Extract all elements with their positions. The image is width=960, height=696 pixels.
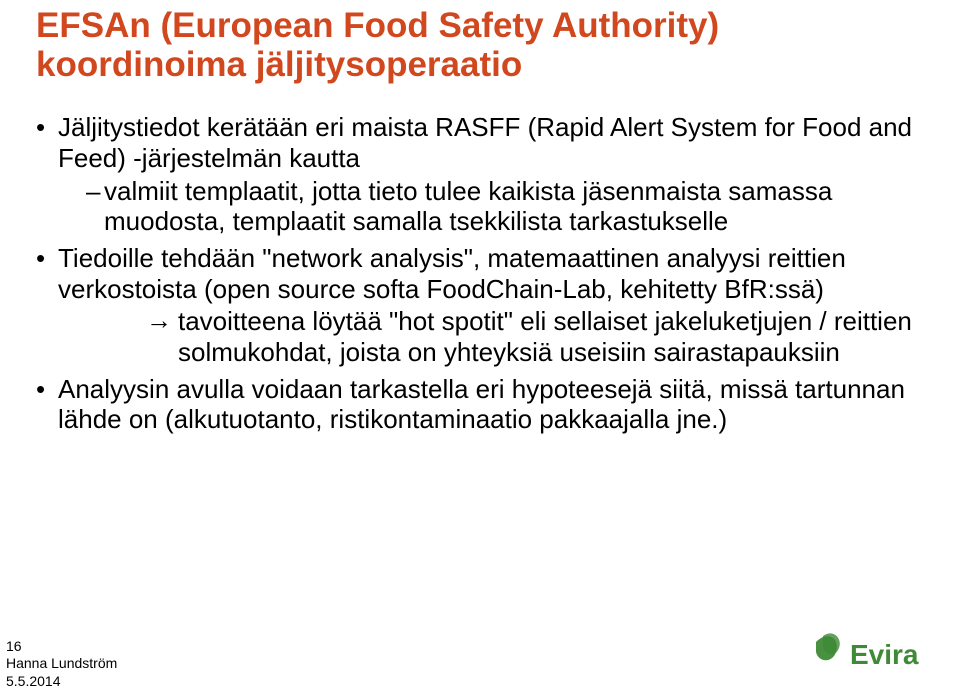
bullet-1-sublist: valmiit templaatit, jotta tieto tulee ka…	[58, 176, 924, 237]
bullet-1-text: Jäljitystiedot kerätään eri maista RASFF…	[58, 112, 912, 173]
page-number: 16	[6, 638, 22, 654]
title-line-1: EFSAn (European Food Safety Authority)	[36, 6, 719, 45]
logo-text: Evira	[850, 639, 919, 670]
footer-date: 5.5.2014	[6, 673, 117, 691]
bullet-2-arrow-block: → tavoitteena löytää "hot spotit" eli se…	[58, 306, 924, 367]
bullet-2-text: Tiedoille tehdään "network analysis", ma…	[58, 243, 846, 304]
evira-logo-icon: Evira	[808, 628, 938, 684]
slide-title: EFSAn (European Food Safety Authority) k…	[36, 6, 924, 84]
logo: Evira	[808, 628, 938, 684]
bullet-list: Jäljitystiedot kerätään eri maista RASFF…	[36, 112, 924, 435]
bullet-1-sub-1: valmiit templaatit, jotta tieto tulee ka…	[86, 176, 924, 237]
bullet-3-text: Analyysin avulla voidaan tarkastella eri…	[58, 374, 905, 435]
bullet-2-arrow-line: → tavoitteena löytää "hot spotit" eli se…	[146, 306, 924, 367]
bullet-3: Analyysin avulla voidaan tarkastella eri…	[36, 374, 924, 435]
slide: EFSAn (European Food Safety Authority) k…	[0, 0, 960, 696]
arrow-icon: →	[146, 306, 172, 336]
bullet-1-sub-1-text: valmiit templaatit, jotta tieto tulee ka…	[104, 176, 832, 237]
footer: Hanna Lundström 5.5.2014	[6, 655, 117, 690]
footer-author: Hanna Lundström	[6, 655, 117, 673]
bullet-2-arrow-text: tavoitteena löytää "hot spotit" eli sell…	[178, 306, 924, 367]
bullet-2: Tiedoille tehdään "network analysis", ma…	[36, 243, 924, 368]
bullet-1: Jäljitystiedot kerätään eri maista RASFF…	[36, 112, 924, 237]
title-line-2: koordinoima jäljitysoperaatio	[36, 45, 522, 84]
